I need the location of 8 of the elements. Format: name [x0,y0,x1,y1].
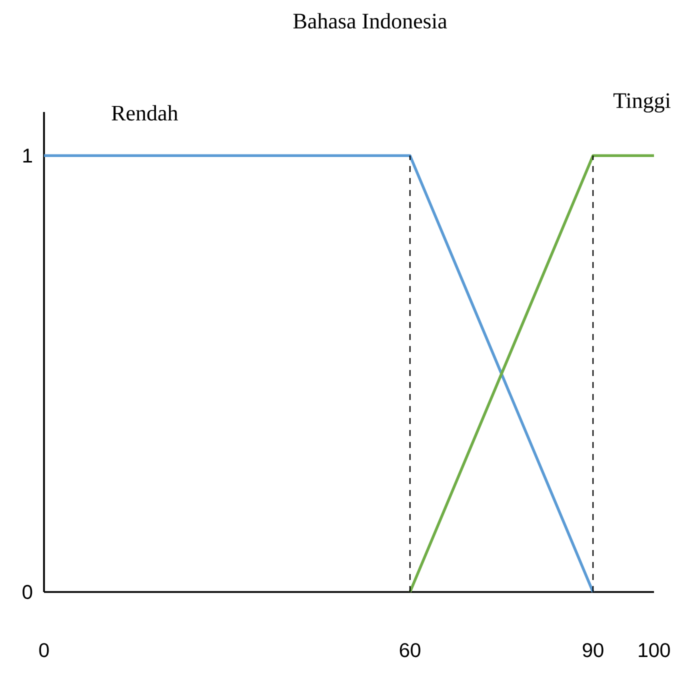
x-tick-label: 100 [638,643,670,658]
x-tick-label: 0 [39,643,49,658]
x-tick-label: 90 [582,643,604,658]
x-tick-label: 60 [400,643,420,658]
series-label: Rendah [112,105,178,121]
chart-title: Bahasa Indonesia [293,13,447,29]
y-tick-label: 1 [23,148,32,163]
series-label: Tinggi [613,93,671,113]
